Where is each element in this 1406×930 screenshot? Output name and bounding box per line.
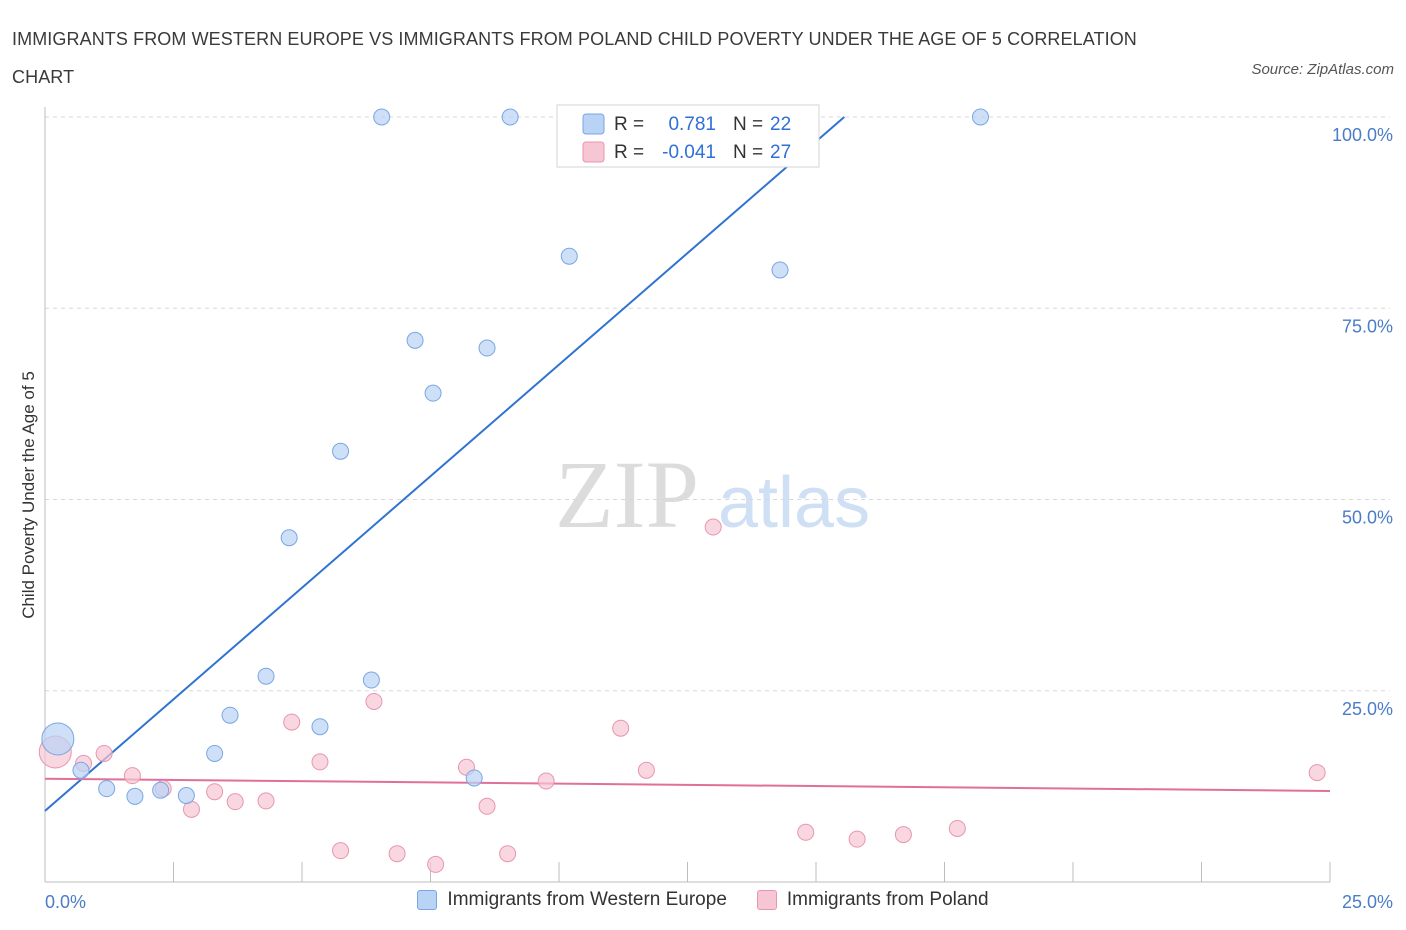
pink-point-14 bbox=[427, 855, 445, 873]
data-points bbox=[38, 108, 1326, 873]
blue-point-5 bbox=[177, 787, 195, 805]
blue-point-14 bbox=[406, 331, 424, 349]
legend-swatch-blue bbox=[417, 890, 438, 910]
blue-point-18 bbox=[501, 108, 519, 126]
blue-point-6 bbox=[206, 744, 224, 762]
y-tick-label-0: 100.0% bbox=[1332, 125, 1393, 145]
x-tick-label-1: 25.0% bbox=[1342, 892, 1393, 912]
blue-point-0 bbox=[41, 722, 75, 756]
blue-point-13 bbox=[373, 108, 391, 126]
gridlines bbox=[45, 116, 1390, 692]
blue-point-12 bbox=[362, 671, 380, 689]
legend-n-label-1: N = bbox=[733, 114, 763, 135]
pink-point-18 bbox=[537, 772, 555, 790]
pink-point-19 bbox=[612, 719, 630, 737]
chart-title: IMMIGRANTS FROM WESTERN EUROPE VS IMMIGR… bbox=[12, 29, 1137, 87]
y-tick-label-1: 75.0% bbox=[1342, 316, 1393, 336]
blue-point-15 bbox=[424, 384, 442, 402]
source-note: Source: ZipAtlas.com bbox=[1251, 61, 1394, 78]
blue-point-17 bbox=[478, 339, 496, 357]
blue-point-7 bbox=[221, 706, 239, 724]
blue-point-16 bbox=[465, 769, 483, 787]
pink-point-23 bbox=[848, 830, 866, 848]
legend-swatch-pink bbox=[756, 890, 777, 910]
y-tick-label-3: 25.0% bbox=[1342, 699, 1393, 719]
pink-point-9 bbox=[283, 713, 301, 731]
pink-point-10 bbox=[311, 753, 329, 771]
pink-point-8 bbox=[257, 792, 275, 810]
blue-point-11 bbox=[332, 442, 350, 460]
legend-n-label-2: N = bbox=[733, 142, 763, 163]
pink-point-17 bbox=[499, 845, 517, 863]
trend-lines bbox=[44, 116, 1331, 812]
legend-label-poland: Immigrants from Poland bbox=[786, 889, 989, 910]
tick-labels: 100.0% 75.0% 50.0% 25.0% 0.0% 25.0% bbox=[45, 125, 1393, 912]
blue-point-20 bbox=[771, 261, 789, 279]
legend-r-value-2: -0.041 bbox=[662, 142, 716, 163]
legend-swatch-western-europe bbox=[582, 113, 605, 135]
legend-swatch-poland bbox=[582, 141, 605, 163]
blue-point-3 bbox=[126, 787, 144, 805]
watermark-zip: ZIP bbox=[555, 441, 699, 548]
blue-point-21 bbox=[971, 108, 989, 126]
legend-n-value-2: 27 bbox=[770, 142, 791, 163]
pink-point-25 bbox=[948, 819, 966, 837]
pink-point-20 bbox=[637, 761, 655, 779]
legend-r-label-2: R = bbox=[614, 142, 644, 163]
y-tick-label-2: 50.0% bbox=[1342, 508, 1393, 528]
pink-point-12 bbox=[365, 692, 383, 710]
pink-point-2 bbox=[95, 744, 113, 762]
blue-point-19 bbox=[560, 247, 578, 265]
blue-point-8 bbox=[257, 667, 275, 685]
blue-point-9 bbox=[280, 529, 298, 547]
pink-point-3 bbox=[123, 767, 141, 785]
pink-point-16 bbox=[478, 797, 496, 815]
blue-trend-line bbox=[44, 116, 845, 812]
legend-item-poland[interactable]: Immigrants from Poland bbox=[756, 889, 989, 911]
watermark-atlas: atlas bbox=[718, 463, 870, 543]
blue-point-10 bbox=[311, 718, 329, 736]
correlation-legend: R = 0.781 N = 22 R = -0.041 N = 27 bbox=[556, 104, 820, 168]
pink-point-22 bbox=[797, 823, 815, 841]
blue-point-2 bbox=[98, 780, 116, 798]
pink-point-6 bbox=[206, 783, 224, 801]
legend-r-value-1: 0.781 bbox=[668, 114, 716, 135]
legend-item-western-europe[interactable]: Immigrants from Western Europe bbox=[417, 889, 727, 911]
pink-point-13 bbox=[388, 845, 406, 863]
legend-label-western-europe: Immigrants from Western Europe bbox=[447, 889, 727, 910]
pink-point-7 bbox=[226, 793, 244, 811]
series-legend: Immigrants from Western Europe Immigrant… bbox=[0, 889, 1406, 911]
blue-point-1 bbox=[72, 761, 90, 779]
pink-trend-line bbox=[44, 777, 1331, 792]
pink-point-24 bbox=[894, 826, 912, 844]
x-tick-label-0: 0.0% bbox=[45, 892, 86, 912]
legend-n-value-1: 22 bbox=[770, 114, 791, 135]
pink-point-11 bbox=[332, 842, 350, 860]
blue-point-4 bbox=[152, 781, 170, 799]
pink-point-21 bbox=[704, 518, 722, 536]
y-axis-label: Child Poverty Under the Age of 5 bbox=[19, 371, 38, 619]
legend-r-label-1: R = bbox=[614, 114, 644, 135]
pink-point-26 bbox=[1308, 764, 1326, 782]
